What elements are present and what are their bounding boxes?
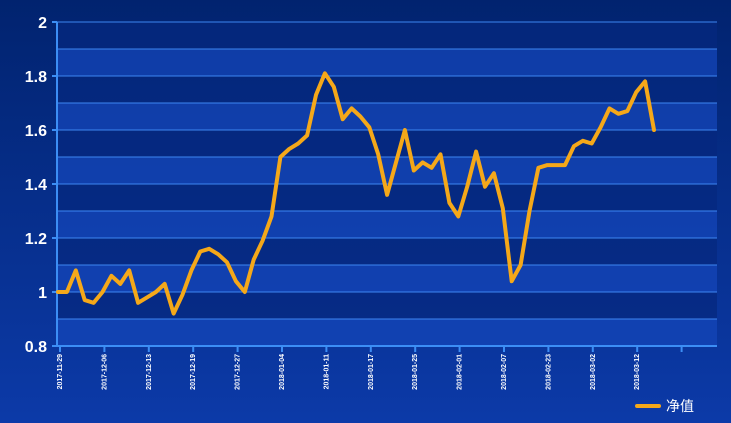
x-tick-label: 2018-03-12	[634, 354, 641, 390]
series-line-net-value	[56, 71, 656, 316]
x-tick-label: 2017-12-27	[235, 354, 242, 390]
y-tick-labels: 2 1.8 1.6 1.4 1.2 1 0.8	[25, 15, 47, 356]
x-tick-label: 2017-12-13	[146, 354, 153, 390]
y-tick-label: 1.2	[25, 231, 47, 248]
grid-band	[57, 49, 717, 76]
x-tick-label: 2018-01-11	[323, 354, 330, 390]
x-tick-label: 2018-01-25	[412, 354, 419, 390]
x-tick-label: 2018-03-02	[590, 354, 597, 390]
grid-band	[57, 238, 717, 265]
x-tick-label: 2017-12-06	[101, 354, 108, 390]
x-tick-label: 2018-01-17	[368, 354, 375, 390]
grid-bands	[57, 22, 717, 346]
x-tick-label: 2018-01-04	[279, 354, 286, 390]
legend-label: 净值	[666, 399, 694, 415]
series-layer	[56, 71, 656, 316]
x-tick-label: 2018-02-07	[501, 354, 508, 390]
x-tick-label: 2018-02-01	[457, 354, 464, 390]
y-tick-label: 0.8	[25, 339, 47, 356]
y-tick-label: 1.8	[25, 69, 47, 86]
y-tick-label: 2	[38, 15, 47, 32]
y-tick-label: 1.4	[25, 177, 47, 194]
x-tick-label: 2017-12-19	[190, 354, 197, 390]
x-tick-labels: 2017-11-29 2017-12-06 2017-12-13 2017-12-19…	[57, 354, 641, 390]
x-tick-label: 2018-02-23	[545, 354, 552, 390]
grid-band	[57, 130, 717, 157]
grid-band	[57, 292, 717, 319]
grid-band	[57, 76, 717, 103]
grid-band	[57, 22, 717, 49]
grid-band	[57, 157, 717, 184]
grid-band	[57, 319, 717, 346]
grid-band	[57, 211, 717, 238]
y-tick-label: 1	[38, 285, 47, 302]
x-tick-label: 2017-11-29	[57, 354, 64, 390]
legend: 净值	[635, 399, 694, 415]
y-tick-label: 1.6	[25, 123, 47, 140]
grid-band	[57, 265, 717, 292]
grid-band	[57, 103, 717, 130]
